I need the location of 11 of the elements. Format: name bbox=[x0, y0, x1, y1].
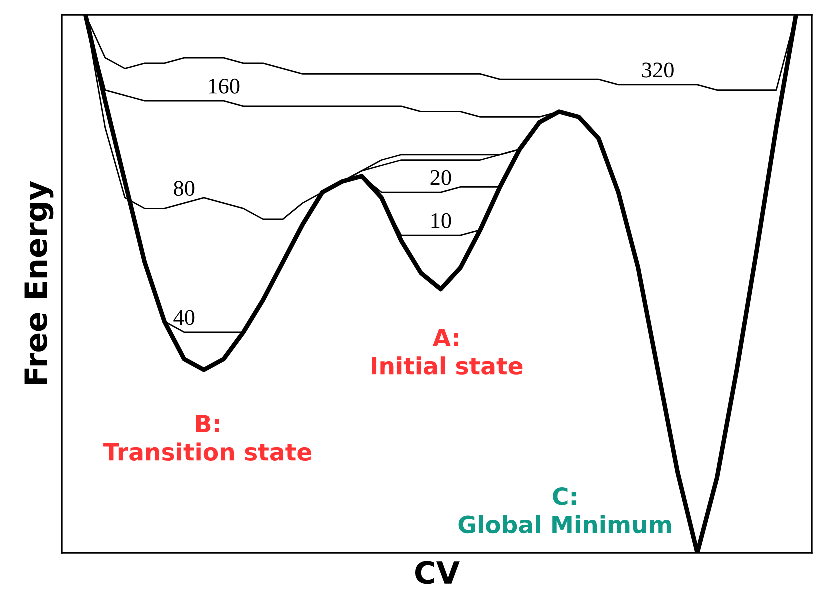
annotation: C: Global Minimum bbox=[458, 488, 672, 534]
annotation: B: Transition state bbox=[104, 415, 312, 461]
series-label: 40 bbox=[174, 310, 195, 326]
series-label: 160 bbox=[209, 78, 240, 94]
series-label: 320 bbox=[642, 62, 674, 78]
annotation: A: Initial state bbox=[372, 329, 523, 375]
series-label: 10 bbox=[432, 213, 452, 228]
y-axis-title: Free Energy bbox=[24, 181, 54, 384]
series-label: 20 bbox=[430, 170, 452, 186]
x-axis-title: CV bbox=[415, 561, 460, 584]
series-label: 80 bbox=[174, 181, 195, 196]
